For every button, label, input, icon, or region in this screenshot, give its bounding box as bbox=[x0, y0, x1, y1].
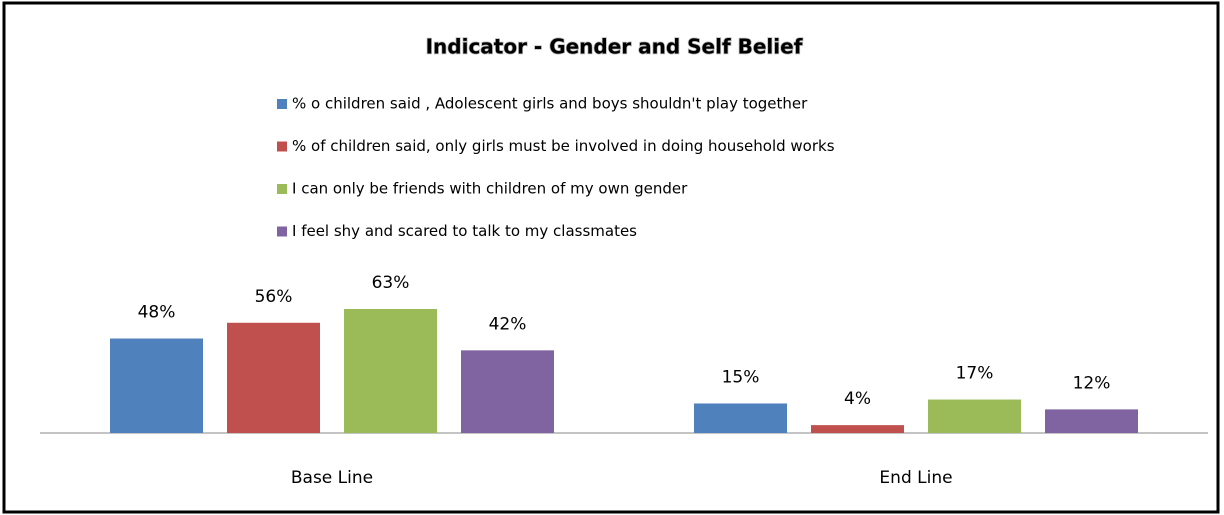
legend-swatch bbox=[277, 141, 287, 152]
bar bbox=[227, 322, 320, 433]
x-tick-label: End Line bbox=[879, 468, 952, 488]
bar bbox=[811, 425, 904, 433]
legend-swatch bbox=[277, 226, 287, 237]
data-label: 12% bbox=[1073, 373, 1111, 393]
legend-label: % of children said, only girls must be i… bbox=[292, 137, 835, 155]
bar bbox=[694, 403, 787, 433]
chart-title: Indicator - Gender and Self Belief bbox=[426, 35, 803, 59]
data-label: 42% bbox=[489, 314, 527, 334]
legend-label: I can only be friends with children of m… bbox=[292, 180, 688, 198]
bar bbox=[928, 399, 1021, 433]
legend-swatch bbox=[277, 99, 287, 109]
bar bbox=[1045, 409, 1138, 433]
bar bbox=[344, 309, 437, 433]
legend-label: % o children said , Adolescent girls and… bbox=[292, 95, 808, 113]
data-label: 4% bbox=[844, 389, 871, 409]
bar bbox=[461, 350, 554, 433]
data-label: 63% bbox=[372, 273, 410, 293]
data-label: 48% bbox=[138, 303, 176, 323]
legend-label: I feel shy and scared to talk to my clas… bbox=[292, 222, 637, 240]
bar bbox=[110, 338, 203, 433]
data-label: 56% bbox=[255, 287, 293, 307]
legend-swatch bbox=[277, 184, 287, 194]
data-label: 17% bbox=[956, 364, 994, 384]
x-tick-label: Base Line bbox=[291, 468, 373, 488]
data-label: 15% bbox=[722, 367, 760, 387]
